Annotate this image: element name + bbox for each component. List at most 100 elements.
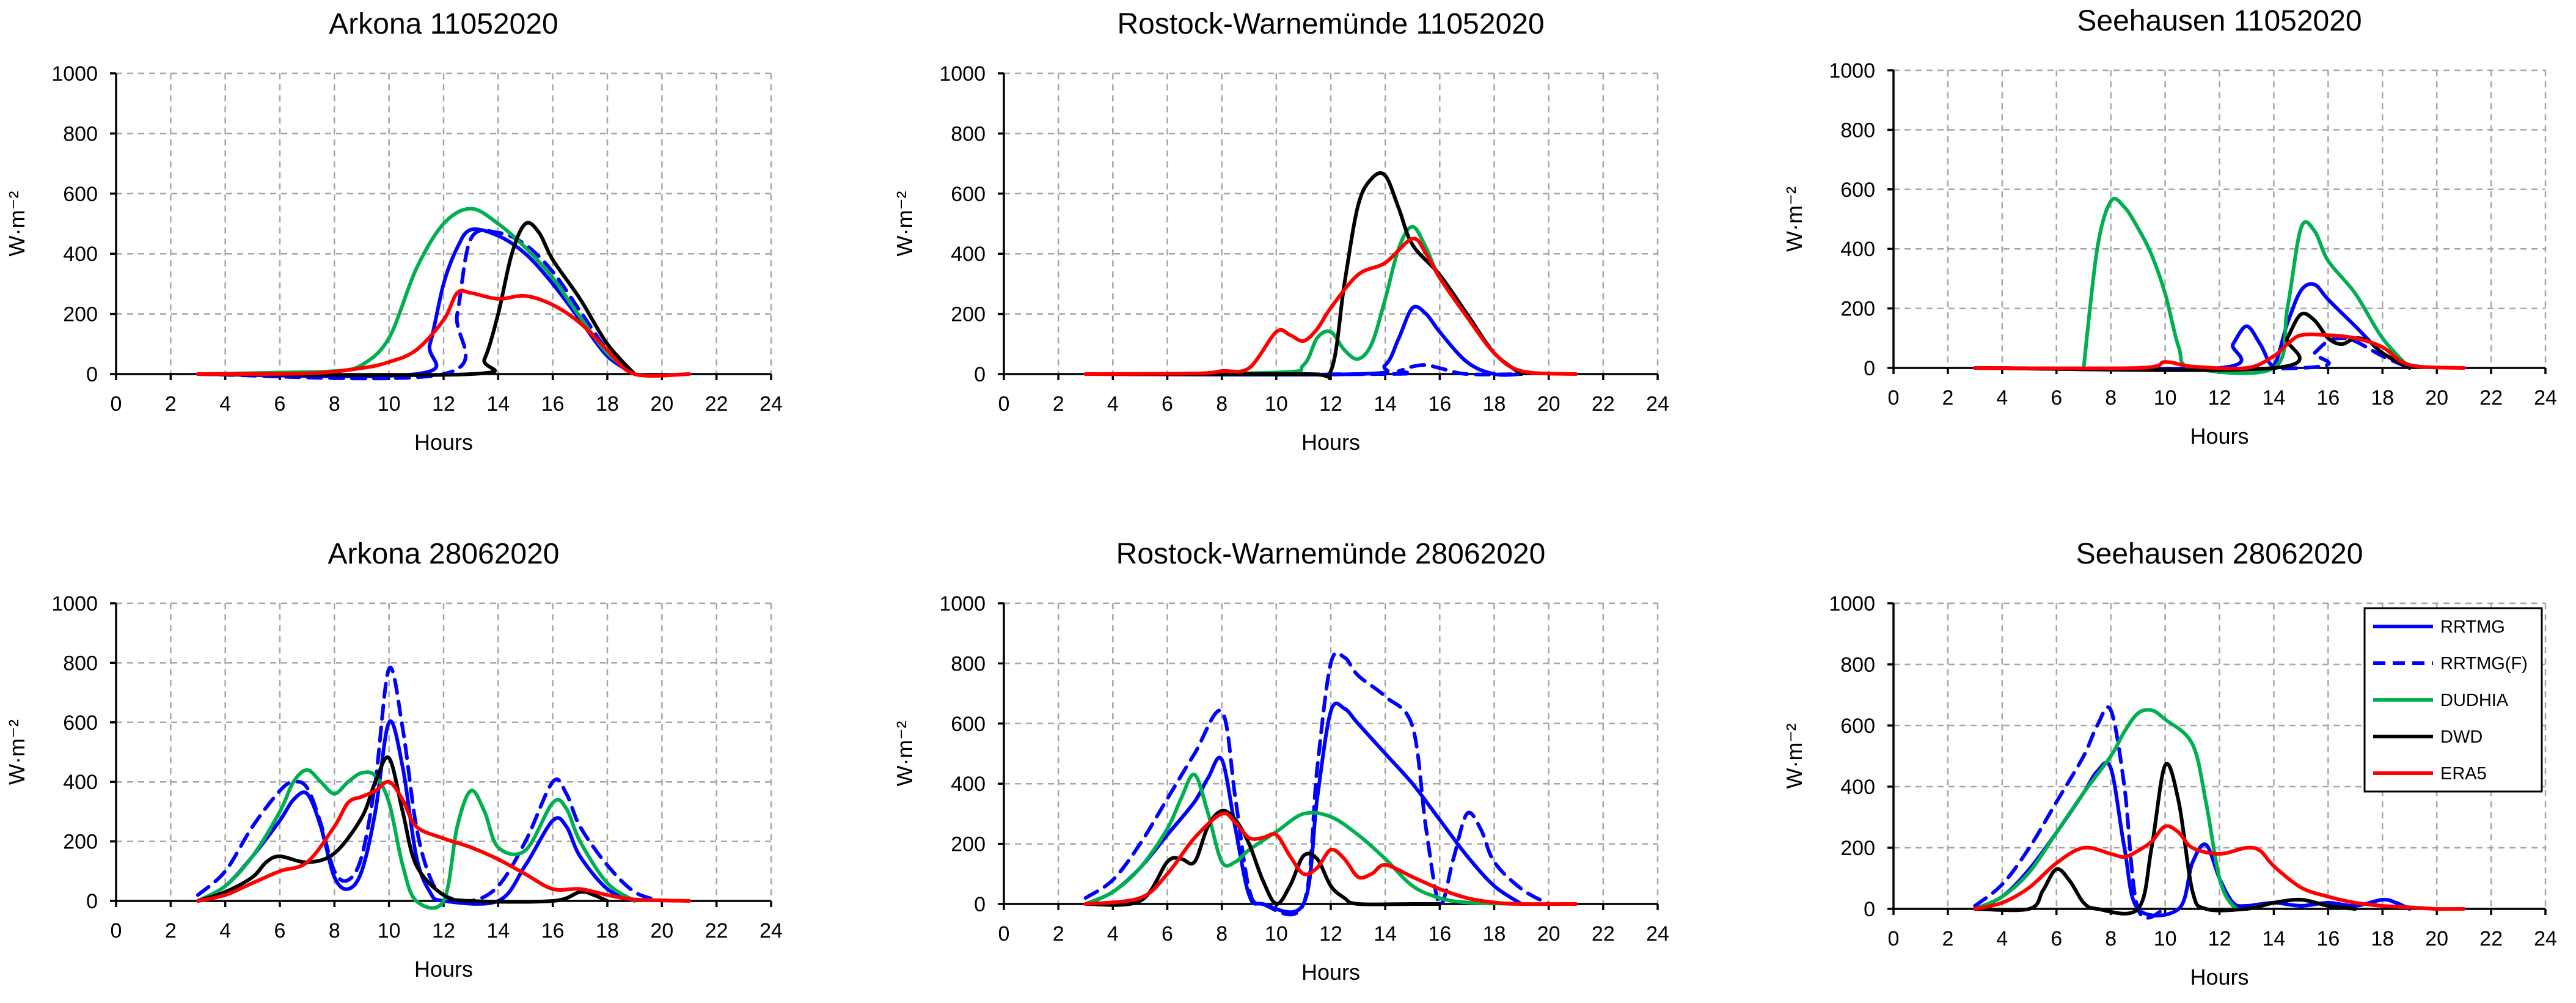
x-tick-label: 2 xyxy=(1942,927,1953,950)
x-tick-label: 24 xyxy=(2534,927,2557,950)
series-line-dudhia xyxy=(2082,197,2412,375)
y-tick-label: 0 xyxy=(974,893,986,916)
legend-label-era5: ERA5 xyxy=(2440,764,2487,784)
x-tick-label: 6 xyxy=(1162,922,1173,946)
x-tick-label: 4 xyxy=(1107,392,1119,416)
y-tick-label: 200 xyxy=(951,833,986,856)
x-tick-label: 4 xyxy=(219,392,231,416)
x-tick-label: 18 xyxy=(1483,392,1506,416)
x-tick-label: 8 xyxy=(1216,392,1228,416)
y-tick-label: 1000 xyxy=(1829,592,1875,615)
series-line-era5 xyxy=(1083,811,1578,906)
x-tick-label: 12 xyxy=(432,392,455,416)
panel-title: Seehausen 11052020 xyxy=(2077,5,2362,37)
x-tick-label: 20 xyxy=(1537,392,1561,416)
x-tick-label: 10 xyxy=(2154,927,2177,950)
x-tick-label: 20 xyxy=(2425,927,2448,950)
y-tick-label: 400 xyxy=(951,773,986,796)
series-line-rrtmgf xyxy=(196,666,664,903)
y-tick-label: 0 xyxy=(86,363,98,386)
series-line-rrtmgf xyxy=(196,228,637,381)
y-tick-label: 800 xyxy=(951,652,986,675)
x-tick-label: 2 xyxy=(1053,392,1064,416)
series-line-rrtmgf xyxy=(1083,650,1551,917)
y-tick-label: 200 xyxy=(63,303,98,326)
x-tick-label: 6 xyxy=(274,919,286,942)
x-tick-label: 20 xyxy=(650,392,673,416)
x-tick-label: 18 xyxy=(2371,927,2394,950)
series-line-rrtmg xyxy=(1973,282,2412,372)
legend-label-rrtmg: RRTMG xyxy=(2440,617,2505,637)
x-axis-label: Hours xyxy=(2190,424,2249,449)
x-tick-label: 10 xyxy=(1265,922,1288,946)
y-axis-label: W·m⁻² xyxy=(4,191,29,257)
legend: RRTMG RRTMG(F) DUDHIA DWD ERA5 xyxy=(2363,607,2543,793)
y-tick-label: 0 xyxy=(1864,357,1875,380)
series-line-era5 xyxy=(1083,237,1578,376)
x-tick-label: 6 xyxy=(2051,386,2062,410)
x-tick-label: 16 xyxy=(1428,922,1451,946)
x-tick-label: 0 xyxy=(1888,386,1900,410)
series-line-dwd xyxy=(1973,762,2357,916)
x-tick-label: 8 xyxy=(2105,927,2117,950)
x-tick-label: 10 xyxy=(2154,386,2177,410)
y-tick-label: 200 xyxy=(1840,837,1875,860)
x-tick-label: 6 xyxy=(274,392,286,416)
y-tick-label: 400 xyxy=(63,243,98,266)
x-tick-label: 4 xyxy=(1996,386,2008,410)
x-tick-label: 18 xyxy=(596,392,619,416)
series-line-dwd xyxy=(1083,171,1524,381)
x-tick-label: 4 xyxy=(1107,922,1119,946)
y-tick-label: 800 xyxy=(1840,119,1875,142)
y-tick-label: 200 xyxy=(63,831,98,854)
series-line-era5 xyxy=(196,779,691,903)
y-tick-label: 400 xyxy=(1840,776,1875,799)
panel-title: Seehausen 28062020 xyxy=(2076,538,2363,570)
x-tick-label: 12 xyxy=(2208,386,2231,410)
x-tick-label: 14 xyxy=(486,919,510,942)
x-tick-label: 14 xyxy=(2263,386,2286,410)
series-line-era5 xyxy=(196,288,691,378)
x-tick-label: 0 xyxy=(998,922,1010,946)
series-line-dwd xyxy=(196,755,609,904)
x-tick-label: 2 xyxy=(1053,922,1064,946)
x-tick-label: 8 xyxy=(329,919,340,942)
x-tick-label: 22 xyxy=(705,919,728,942)
y-tick-label: 400 xyxy=(63,771,98,794)
x-tick-label: 20 xyxy=(650,919,673,942)
x-tick-label: 6 xyxy=(1162,392,1173,416)
y-axis-label: W·m⁻² xyxy=(892,191,917,257)
y-tick-label: 400 xyxy=(951,243,986,266)
x-tick-label: 2 xyxy=(165,919,177,942)
y-tick-label: 800 xyxy=(63,652,98,675)
x-tick-label: 22 xyxy=(1592,922,1615,946)
series-line-rrtmg xyxy=(1083,701,1524,914)
y-tick-label: 200 xyxy=(951,303,986,326)
x-tick-label: 8 xyxy=(2105,386,2117,410)
x-tick-label: 12 xyxy=(1319,922,1342,946)
x-tick-label: 22 xyxy=(2479,386,2503,410)
x-axis-label: Hours xyxy=(1301,430,1360,455)
x-tick-label: 20 xyxy=(1537,922,1561,946)
y-tick-label: 1000 xyxy=(939,62,986,86)
y-tick-label: 600 xyxy=(63,711,98,735)
x-tick-label: 22 xyxy=(705,392,728,416)
x-tick-label: 18 xyxy=(1483,922,1506,946)
x-tick-label: 10 xyxy=(378,392,401,416)
y-tick-label: 600 xyxy=(1840,715,1875,738)
x-tick-label: 14 xyxy=(486,392,510,416)
y-tick-label: 600 xyxy=(63,183,98,206)
series-line-dudhia xyxy=(196,768,637,910)
panel-title: Arkona 28062020 xyxy=(328,538,560,570)
y-axis-label: W·m⁻² xyxy=(4,719,29,785)
x-tick-label: 20 xyxy=(2425,386,2448,410)
y-tick-label: 1000 xyxy=(1829,59,1875,83)
series-line-era5 xyxy=(1973,824,2466,911)
x-tick-label: 24 xyxy=(2534,386,2557,410)
